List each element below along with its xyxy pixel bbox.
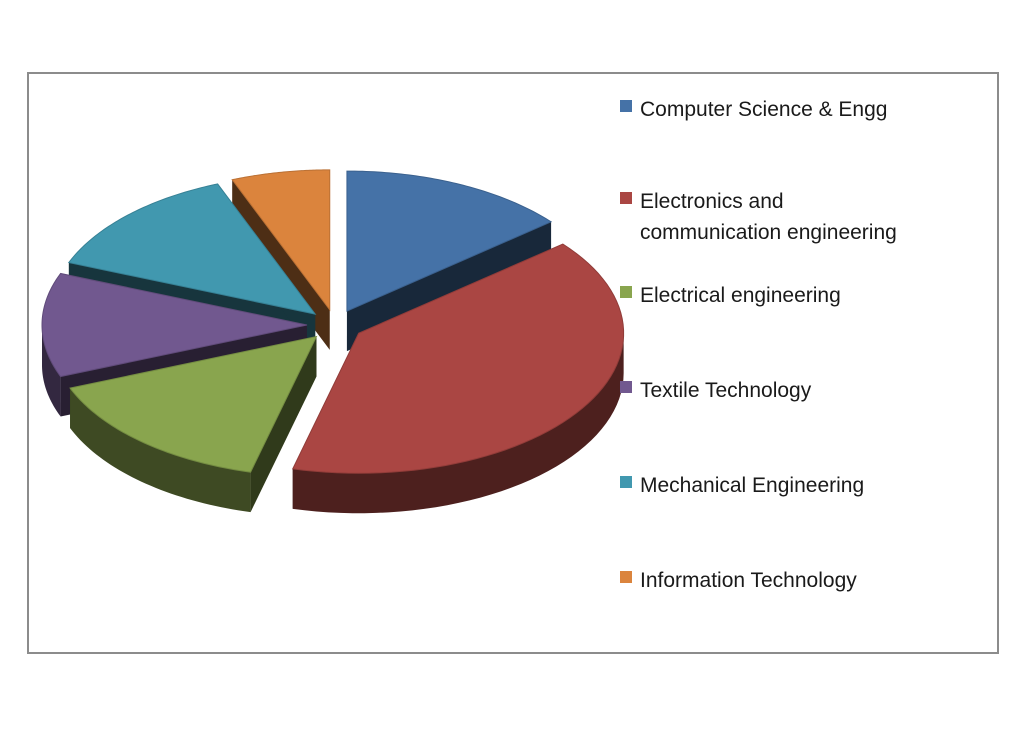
- legend-swatch-0: [620, 100, 632, 112]
- legend-label-0: Computer Science & Engg: [640, 98, 888, 121]
- legend-label-2: Electrical engineering: [640, 284, 841, 307]
- legend-swatch-5: [620, 571, 632, 583]
- slice-2-wall-0: [250, 336, 317, 513]
- legend-swatch-2: [620, 286, 632, 298]
- slice-3-outer-wall-0: [42, 325, 61, 417]
- legend-item-3: Textile Technology: [620, 375, 970, 406]
- legend-swatch-1: [620, 192, 632, 204]
- legend-swatch-4: [620, 476, 632, 488]
- legend-label-5: Information Technology: [640, 569, 857, 592]
- pie-slice-3: [41, 272, 308, 378]
- legend-item-5: Information Technology: [620, 565, 970, 596]
- legend-label-1: Electronics and communication engineerin…: [640, 190, 897, 244]
- legend-item-0: Computer Science & Engg: [620, 94, 970, 125]
- pie-tops: [41, 169, 625, 474]
- legend-item-4: Mechanical Engineering: [620, 470, 970, 501]
- pie-slice-5: [231, 169, 331, 312]
- legend-item-1: Electronics and communication engineerin…: [620, 186, 970, 248]
- slice-1-outer-wall-0: [292, 333, 624, 514]
- pie-slice-4: [67, 183, 317, 315]
- legend-label-4: Mechanical Engineering: [640, 474, 865, 497]
- pie-slice-2: [69, 335, 318, 473]
- legend-item-2: Electrical engineering: [620, 280, 970, 311]
- legend-swatch-3: [620, 381, 632, 393]
- pie-slice-0: [346, 170, 553, 312]
- legend-label-3: Textile Technology: [640, 379, 812, 402]
- pie-slice-1: [291, 243, 625, 474]
